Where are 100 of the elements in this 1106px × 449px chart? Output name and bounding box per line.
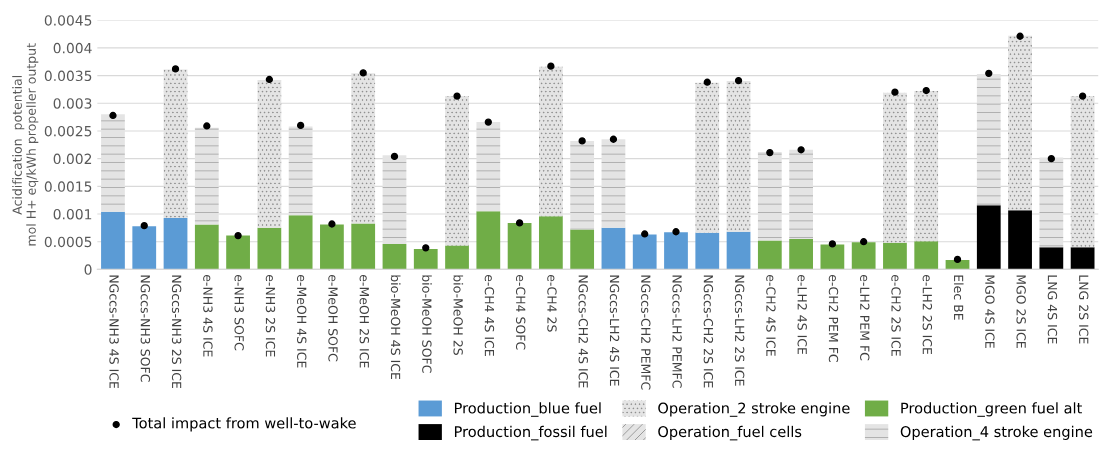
x-tick-label: NGccs-CH2 2S ICE: [703, 275, 714, 388]
bar: [538, 216, 563, 270]
x-tick-label: LNG 4S ICE: [1047, 275, 1058, 344]
bar: [382, 155, 407, 244]
bar: [914, 91, 939, 242]
x-tick-label: e-MeOH SOFC: [328, 274, 338, 362]
x-tick-label: e-NH3 4S ICE: [203, 274, 213, 357]
point: [203, 122, 211, 130]
point: [359, 69, 367, 77]
y-tick-label: 0.0045: [44, 15, 92, 26]
bar: [976, 73, 1001, 206]
x-tick-label: MGO 4S ICE: [985, 275, 995, 348]
y-tick-label: 0.004: [53, 42, 92, 54]
bar: [726, 231, 751, 270]
legend-label: Operation_4 stroke engine: [900, 425, 1093, 441]
bar: [257, 227, 282, 270]
x-tick-label: Elec BE: [953, 275, 964, 320]
point: [171, 65, 180, 73]
x-tick-label: e-MeOH 2S ICE: [359, 274, 370, 368]
point: [766, 148, 774, 157]
point: [453, 92, 461, 100]
x-tick-label: NGccs-NH3 SOFC: [140, 275, 151, 382]
bar: [351, 223, 376, 270]
y-tick-label: 0.0035: [44, 70, 92, 82]
y-tick-label: 0.0025: [44, 125, 92, 137]
bar: [445, 245, 469, 270]
point: [953, 255, 962, 264]
x-tick-label: bio-MeOH 4S ICE: [390, 275, 401, 380]
legend-label: Production_blue fuel: [454, 402, 601, 417]
bar: [1039, 157, 1064, 248]
point: [578, 137, 586, 145]
x-tick-label: e-CH2 PEM FC: [828, 274, 839, 362]
y-tick-label: 0: [84, 264, 92, 275]
y-tick-label: 0.0005: [44, 236, 92, 248]
point: [109, 111, 117, 120]
bar: [538, 66, 563, 217]
x-tick-label: e-CH4 SOFC: [515, 274, 526, 350]
x-tick-label: e-CH2 2S ICE: [891, 274, 901, 356]
legend-label: Operation_2 stroke engine: [658, 402, 850, 417]
x-tick-label: e-LH2 PEM FC: [860, 274, 870, 361]
x-tick-label: NGccs-LH2 4S ICE: [609, 275, 620, 386]
bar: [976, 205, 1001, 270]
point: [891, 88, 899, 96]
y-axis-title: Acidification potential mol H+ eq/kWh propeller output: [12, 43, 39, 246]
point: [390, 152, 399, 161]
x-tick-label: e-CH4 4S ICE: [484, 274, 495, 356]
x-tick-label: e-CH4 2S: [547, 274, 557, 332]
bar: [288, 126, 313, 216]
bar: [883, 92, 907, 243]
x-tick-label: NGccs-CH2 PEMFC: [641, 275, 651, 390]
bar: [1008, 210, 1032, 270]
legend-label: Operation_fuel cells: [658, 425, 802, 441]
bar: [413, 248, 438, 270]
bar: [757, 240, 782, 270]
y-tick-label: 0.002: [53, 153, 92, 165]
bar: [101, 211, 125, 270]
y-tick-label: 0.003: [53, 98, 92, 109]
point: [265, 75, 274, 84]
x-tick-label: NGccs-NH3 2S ICE: [171, 275, 182, 389]
bar: [226, 235, 250, 270]
bar: [194, 224, 219, 270]
bar: [1039, 247, 1064, 270]
x-tick-label: e-CH2 4S ICE: [766, 274, 776, 356]
bar: [851, 242, 876, 270]
bar: [664, 232, 688, 270]
bar: [1070, 96, 1095, 248]
point: [484, 118, 492, 126]
point: [515, 219, 524, 227]
point: [985, 69, 993, 78]
point: [140, 222, 148, 230]
bar: [320, 224, 344, 270]
bar: [194, 127, 219, 225]
x-tick-label: bio-MeOH 2S: [453, 275, 464, 355]
point: [828, 240, 837, 248]
x-tick-label: NGccs-LH2 2S ICE: [734, 275, 745, 386]
point: [609, 135, 618, 143]
point: [672, 228, 680, 236]
x-tick-label: e-MeOH 4S ICE: [297, 274, 307, 368]
x-tick-label: NGccs-LH2 PEMFC: [672, 275, 682, 388]
point: [234, 231, 242, 240]
x-tick-label: e-LH2 2S ICE: [922, 274, 933, 355]
bar: [570, 140, 595, 230]
legend-label: Total impact from well-to-wake: [132, 417, 356, 432]
point: [1016, 32, 1024, 40]
x-tick-label: e-LH2 4S ICE: [797, 274, 807, 355]
bar: [570, 229, 595, 270]
x-tick-label: NGccs-CH2 4S ICE: [578, 275, 588, 388]
bar: [163, 69, 188, 218]
x-tick-label: e-NH3 SOFC: [234, 274, 244, 351]
point: [547, 62, 555, 70]
bar: [789, 149, 813, 239]
point: [422, 244, 430, 252]
bar: [476, 211, 501, 270]
bar: [476, 122, 501, 212]
bar: [632, 234, 657, 270]
bar: [507, 222, 532, 270]
x-tick-label: e-NH3 2S ICE: [265, 274, 276, 357]
bar: [257, 80, 282, 228]
bar: [695, 82, 720, 233]
bar: [1008, 35, 1032, 211]
